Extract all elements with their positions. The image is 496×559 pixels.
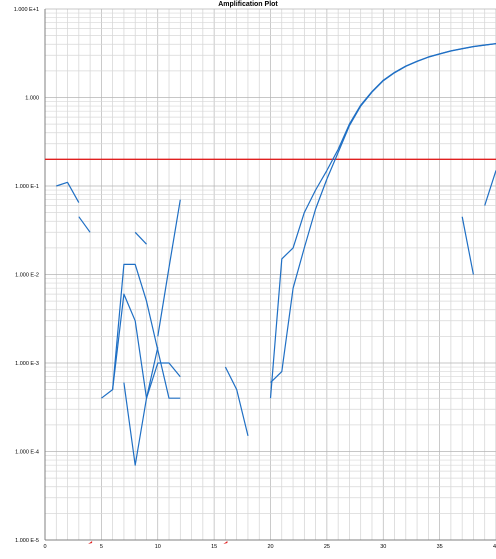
x-tick-label: 30 (380, 544, 386, 550)
y-tick-label: 1.000 (25, 96, 39, 102)
y-tick-label: 1.000 E-3 (15, 361, 39, 367)
x-tick-label: 20 (267, 544, 273, 550)
y-tick-label: 1.000 E-5 (15, 538, 39, 544)
axis-marker (223, 541, 227, 544)
x-tick-label: 5 (100, 544, 103, 550)
x-tick-label: 35 (437, 544, 443, 550)
y-tick-label: 1.000 E-1 (15, 184, 39, 190)
x-tick-label: 15 (211, 544, 217, 550)
x-tick-label: 0 (43, 544, 46, 550)
x-tick-label: 25 (324, 544, 330, 550)
x-tick-label: 10 (155, 544, 161, 550)
chart-title: Amplification Plot (0, 1, 496, 8)
y-tick-label: 1.000 E-2 (15, 273, 39, 279)
y-tick-label: 1.000 E-4 (15, 450, 39, 456)
axis-marker (88, 541, 92, 544)
